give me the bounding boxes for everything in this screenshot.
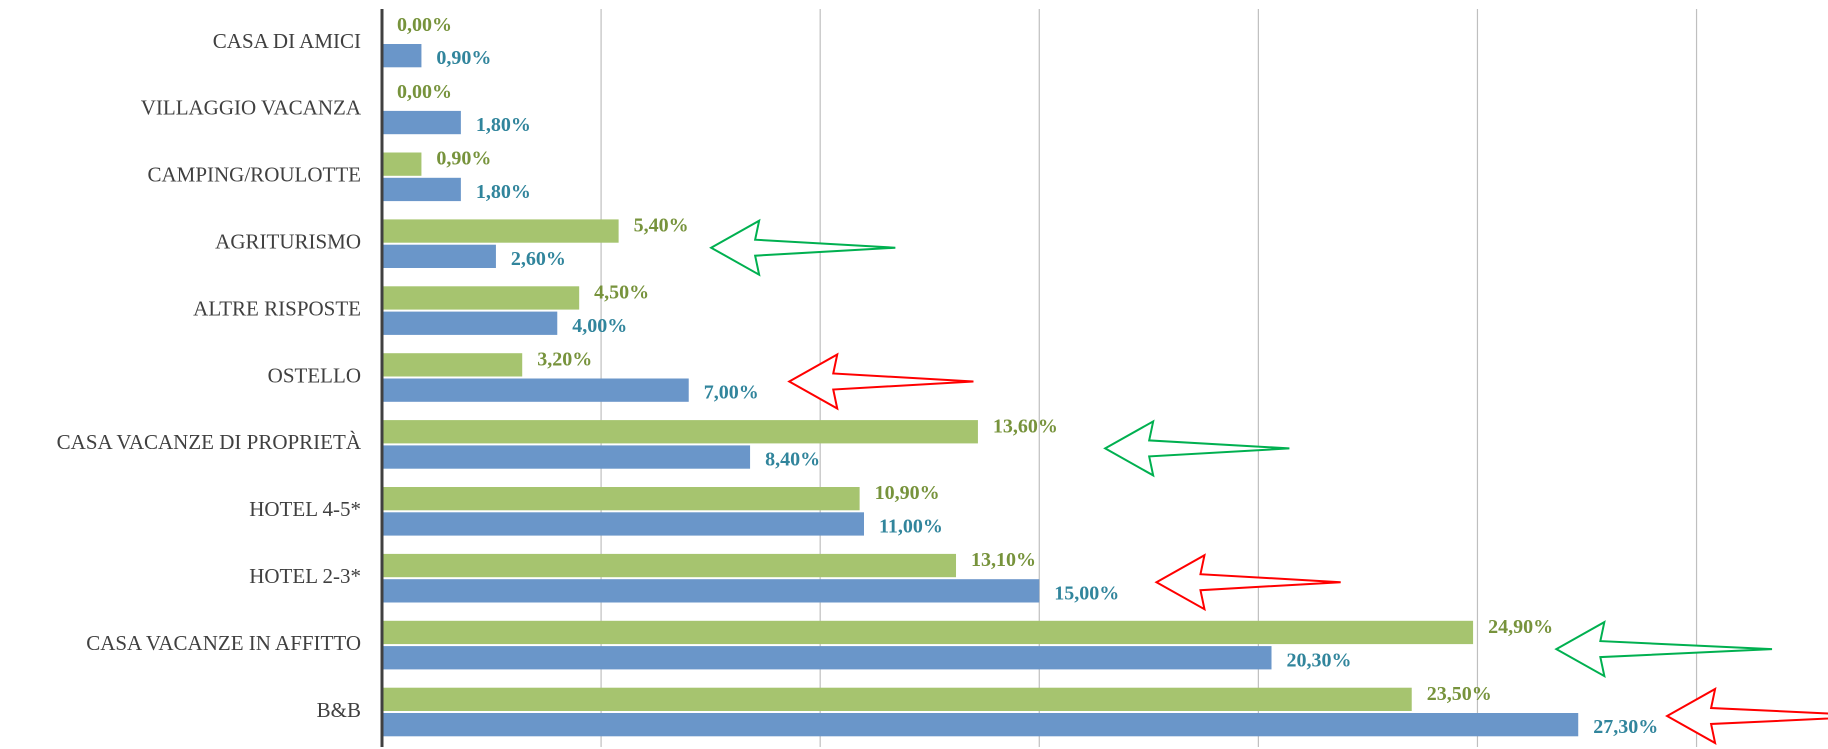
category-label: VILLAGGIO VACANZA — [141, 96, 362, 120]
value-label: 1,80% — [476, 114, 531, 136]
bar — [382, 713, 1579, 737]
category-label: HOTEL 2-3* — [249, 564, 361, 588]
bar — [382, 553, 957, 578]
value-label: 20,30% — [1287, 649, 1352, 671]
bar — [382, 244, 496, 268]
arrow — [787, 352, 974, 411]
value-label: 13,10% — [971, 549, 1036, 571]
value-label: 5,40% — [634, 215, 689, 237]
value-label: 27,30% — [1593, 716, 1658, 738]
value-label: 0,90% — [436, 47, 491, 69]
value-label: 4,50% — [594, 282, 649, 304]
bar — [382, 420, 978, 444]
value-label: 23,50% — [1427, 683, 1492, 705]
category-label: CASA VACANZE DI PROPRIETÀ — [57, 430, 362, 454]
value-label: 2,60% — [511, 248, 566, 270]
bar — [382, 512, 864, 536]
value-label: 13,60% — [993, 415, 1058, 437]
value-label: 15,00% — [1054, 582, 1119, 604]
category-label: HOTEL 4-5* — [249, 497, 361, 521]
value-label: 0,90% — [436, 148, 491, 170]
category-label: AGRITURISMO — [215, 230, 361, 254]
value-label: 3,20% — [537, 348, 592, 370]
arrow — [1154, 553, 1341, 612]
value-label: 0,00% — [397, 14, 452, 36]
value-label: 24,90% — [1488, 616, 1553, 638]
bar — [382, 378, 689, 402]
arrow — [1665, 687, 1828, 745]
category-label: CASA VACANZE IN AFFITTO — [86, 631, 361, 655]
arrow — [1554, 620, 1773, 679]
arrow — [1103, 419, 1290, 478]
bar — [382, 646, 1272, 670]
bar — [382, 579, 1040, 603]
value-label: 8,40% — [765, 449, 820, 471]
bar — [382, 487, 860, 511]
value-label: 10,90% — [875, 482, 940, 504]
category-label: OSTELLO — [268, 363, 361, 387]
bar — [382, 110, 461, 135]
bar — [382, 219, 619, 243]
value-label: 11,00% — [879, 516, 943, 538]
value-label: 1,80% — [476, 181, 531, 203]
bar — [382, 177, 461, 202]
bar — [382, 353, 523, 377]
bar — [382, 152, 422, 176]
value-label: 7,00% — [704, 382, 759, 404]
bar — [382, 620, 1474, 645]
bar — [382, 44, 422, 68]
category-label: CASA DI AMICI — [213, 29, 361, 53]
value-label: 0,00% — [397, 81, 452, 103]
arrow — [709, 218, 896, 277]
bar — [382, 687, 1412, 711]
bar — [382, 445, 751, 469]
category-label: CAMPING/ROULOTTE — [148, 163, 362, 187]
bar — [382, 311, 558, 335]
value-label: 4,00% — [572, 315, 627, 337]
category-label: B&B — [317, 698, 361, 722]
bar — [382, 286, 580, 310]
category-label: ALTRE RISPOSTE — [193, 296, 361, 320]
